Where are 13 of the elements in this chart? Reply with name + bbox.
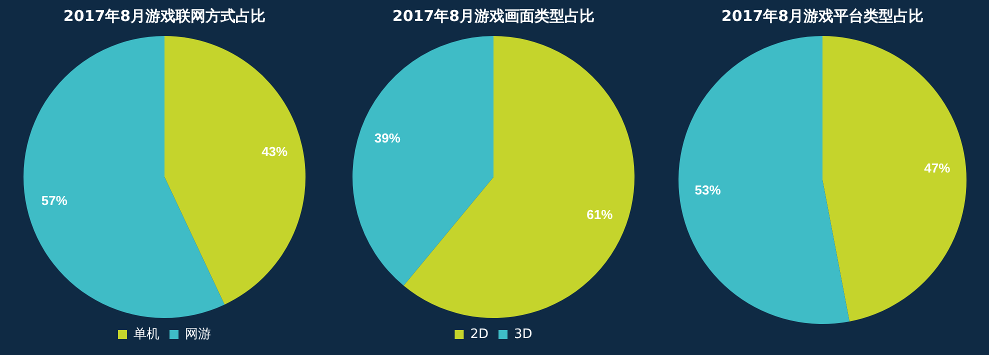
data-label: 61% xyxy=(586,206,614,222)
data-label: 43% xyxy=(262,144,288,159)
chart-title: 2017年8月游戏平台类型占比 xyxy=(721,6,924,25)
legend-label: 2D xyxy=(470,326,488,342)
data-label: 53% xyxy=(694,182,722,198)
legend-label: 网游 xyxy=(185,326,211,342)
legend-label: 3D xyxy=(514,326,532,342)
chart-title: 2017年8月游戏画面类型占比 xyxy=(392,6,595,25)
data-label: 39% xyxy=(374,130,401,146)
chart-title: 2017年8月游戏联网方式占比 xyxy=(63,6,266,25)
data-label: 57% xyxy=(41,193,68,208)
legend-label: 单机 xyxy=(134,326,160,342)
data-label: 47% xyxy=(924,160,951,176)
